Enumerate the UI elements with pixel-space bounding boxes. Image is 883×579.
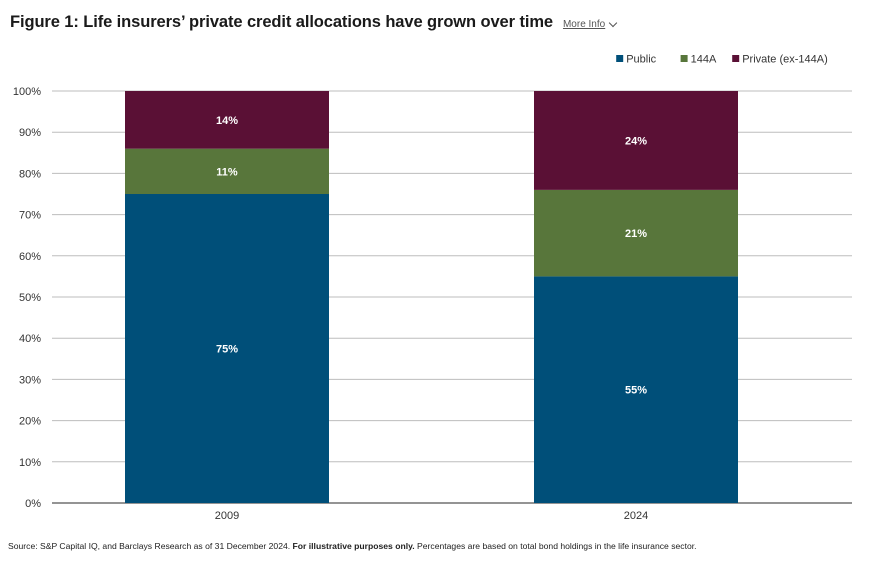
bar-segment	[534, 91, 738, 190]
source-disclaimer: For illustrative purposes only.	[292, 541, 415, 551]
y-tick-label: 70%	[19, 210, 41, 222]
bar-segment	[125, 91, 329, 149]
source-note-suffix: Percentages are based on total bond hold…	[414, 541, 697, 551]
y-tick-label: 50%	[19, 292, 41, 304]
legend-swatch	[616, 55, 624, 62]
title-row: Figure 1: Life insurers’ private credit …	[10, 13, 618, 32]
bar-segment	[534, 189, 738, 277]
data-label: 55%	[625, 385, 647, 397]
source-note: Source: S&P Capital IQ, and Barclays Res…	[8, 541, 697, 551]
data-label: 11%	[216, 166, 238, 178]
source-text: Source: S&P Capital IQ, and Barclays Res…	[8, 541, 293, 551]
legend: Public 144A Private (ex-144A)	[616, 54, 828, 66]
legend-label: 144A	[691, 54, 717, 66]
legend-swatch	[680, 55, 688, 62]
y-tick-label: 90%	[19, 127, 41, 139]
y-tick-label: 100%	[13, 86, 41, 98]
data-label: 75%	[216, 344, 238, 356]
bar-segment	[125, 148, 329, 194]
y-tick-label: 20%	[19, 416, 41, 428]
legend-swatch	[732, 55, 740, 62]
y-axis-ticks: 0% 10% 20% 30% 40% 50% 60% 70% 80% 90% 100%	[13, 86, 41, 510]
y-tick-label: 30%	[19, 374, 41, 386]
chart-title: Figure 1: Life insurers’ private credit …	[10, 13, 553, 31]
x-tick-label: 2009	[215, 510, 239, 522]
y-tick-label: 10%	[19, 457, 41, 469]
y-tick-label: 80%	[19, 168, 41, 180]
y-tick-label: 40%	[19, 333, 41, 345]
y-tick-label: 60%	[19, 251, 41, 263]
chevron-down-icon	[608, 18, 618, 27]
more-info-label: More Info	[562, 19, 606, 30]
legend-label: Public	[626, 54, 656, 66]
bar-segment	[125, 194, 329, 503]
data-label: 24%	[625, 135, 647, 147]
x-axis-ticks: 2009 2024	[215, 510, 648, 522]
data-label: 21%	[625, 228, 647, 240]
more-info-link[interactable]: More Info	[562, 18, 618, 30]
legend-label: Private (ex-144A)	[742, 54, 828, 66]
y-tick-label: 0%	[25, 498, 41, 510]
data-label: 14%	[216, 115, 238, 127]
x-tick-label: 2024	[624, 510, 648, 522]
bar-segment	[534, 276, 738, 503]
bars: 75% 11% 14% 55% 21% 24%	[125, 91, 738, 503]
